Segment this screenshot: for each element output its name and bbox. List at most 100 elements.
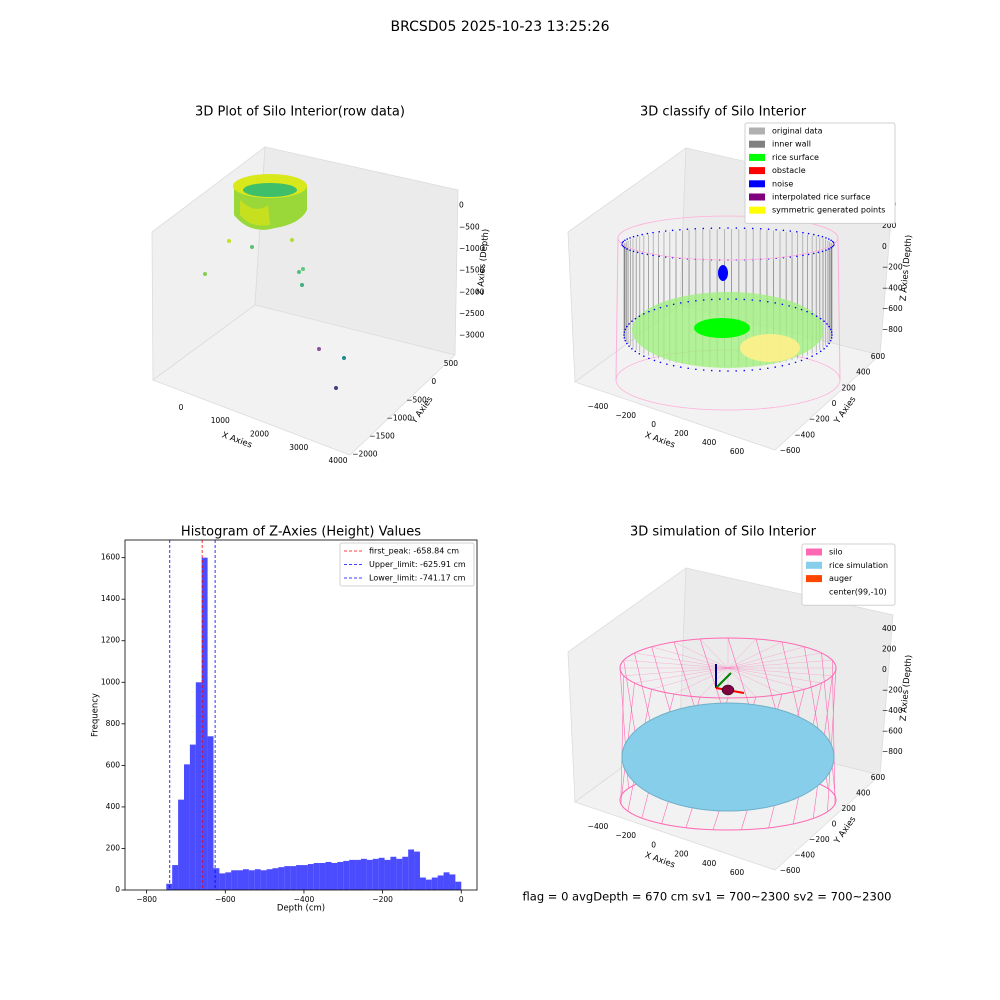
histogram-bar xyxy=(219,873,226,890)
z-tick-label: 0 xyxy=(882,665,887,674)
z-tick-label: −2500 xyxy=(459,309,485,318)
histogram-bar xyxy=(331,862,338,890)
z-tick-label: 200 xyxy=(882,645,897,654)
y-tick-label: 500 xyxy=(444,359,459,368)
outlier-point xyxy=(203,272,207,276)
noise-point xyxy=(671,229,674,232)
legend-label: noise xyxy=(772,179,793,188)
noise-point xyxy=(666,305,668,307)
z-tick-label: −400 xyxy=(882,283,903,292)
noise-point xyxy=(806,310,808,313)
histogram-bar xyxy=(325,861,332,890)
y-tick-label: −400 xyxy=(794,851,815,860)
silo-outline xyxy=(615,237,619,381)
noise-point xyxy=(751,227,754,230)
noise-point xyxy=(735,298,737,300)
noise-point xyxy=(735,370,737,372)
legend-label: rice simulation xyxy=(829,561,888,570)
legend-swatch xyxy=(749,127,765,135)
histogram-bar xyxy=(431,877,438,890)
noise-point xyxy=(695,299,697,302)
noise-point xyxy=(623,337,626,339)
point-cloud-shade xyxy=(240,200,270,226)
silo-wire xyxy=(634,667,729,684)
y-tick-label: −200 xyxy=(809,835,830,844)
y-tick-label: −1500 xyxy=(369,432,395,441)
silo-wire xyxy=(699,638,729,669)
z-tick-label: 0 xyxy=(882,242,887,251)
y-tick-label: −600 xyxy=(780,446,801,455)
rice-simulation xyxy=(621,702,835,812)
noise-point xyxy=(624,246,626,249)
y-axis-label: Frequency xyxy=(91,693,101,737)
histogram-bar xyxy=(425,879,432,890)
noise-point xyxy=(648,357,650,360)
x-tick-label: 1000 xyxy=(211,416,230,425)
noise-point xyxy=(664,230,667,232)
histogram-bar xyxy=(390,856,397,890)
x-axis-label: Depth (cm) xyxy=(277,904,325,914)
noise-point xyxy=(800,359,803,362)
noise-point xyxy=(658,255,660,257)
histogram-bar xyxy=(172,865,179,890)
histogram-bar xyxy=(284,866,291,890)
noise-point xyxy=(626,342,628,345)
rice-core xyxy=(694,318,750,338)
legend-label: obstacle xyxy=(772,166,806,175)
noise-point xyxy=(766,300,769,303)
noise-point xyxy=(643,355,645,357)
histogram-bar xyxy=(278,867,285,890)
histogram-bar xyxy=(201,557,208,890)
noise-point xyxy=(759,227,762,230)
histogram-bar xyxy=(254,869,261,890)
noise-point xyxy=(775,228,777,231)
silo-wire xyxy=(620,675,624,796)
noise-point xyxy=(653,308,656,311)
legend-label: center(99,-10) xyxy=(829,587,887,596)
noise-point xyxy=(821,250,824,253)
x-axis-label: X Axies xyxy=(643,430,676,450)
noise-point xyxy=(819,317,822,320)
legend-swatch xyxy=(806,575,822,583)
noise-point xyxy=(624,239,626,242)
silo-wire xyxy=(623,660,729,669)
noise-point xyxy=(666,363,668,365)
silo-wire xyxy=(673,641,729,669)
histogram-bar xyxy=(366,859,373,890)
noise-point xyxy=(817,234,820,237)
silo-wire xyxy=(727,638,757,669)
noise-point xyxy=(825,237,827,239)
silo-wire xyxy=(634,652,729,669)
histogram-bar xyxy=(213,868,220,890)
legend-label: original data xyxy=(772,127,823,136)
histogram-bar xyxy=(266,869,273,890)
noise-point xyxy=(767,228,770,231)
y-tick-label: 1400 xyxy=(101,594,120,603)
noise-point xyxy=(658,231,660,233)
noise-point xyxy=(829,328,832,331)
noise-point xyxy=(636,234,639,237)
noise-point xyxy=(626,238,628,240)
noise-point xyxy=(622,240,625,243)
legend-label: auger xyxy=(829,574,853,583)
z-tick-label: −800 xyxy=(882,747,903,756)
outlier-point xyxy=(342,356,346,360)
z-tick-label: −500 xyxy=(459,222,480,231)
noise-point xyxy=(812,233,815,236)
outlier-point xyxy=(297,270,301,274)
histogram-bar xyxy=(166,883,173,890)
z-axis-label: Z Axies (Depth) xyxy=(476,228,492,295)
y-tick-label: 0 xyxy=(832,399,837,408)
noise-point xyxy=(796,231,798,233)
silo-wire xyxy=(619,637,837,699)
noise-point xyxy=(788,305,790,307)
z-tick-label: 200 xyxy=(882,221,897,230)
noise-cluster xyxy=(718,265,728,281)
noise-point xyxy=(622,245,625,248)
noise-point xyxy=(830,331,833,333)
outlier-point xyxy=(290,238,294,242)
noise-point xyxy=(815,315,818,317)
legend-label: first_peak: -658.84 cm xyxy=(369,547,459,556)
x-tick-label: −200 xyxy=(372,895,393,904)
legend-label: interpolated rice surface xyxy=(772,193,870,202)
